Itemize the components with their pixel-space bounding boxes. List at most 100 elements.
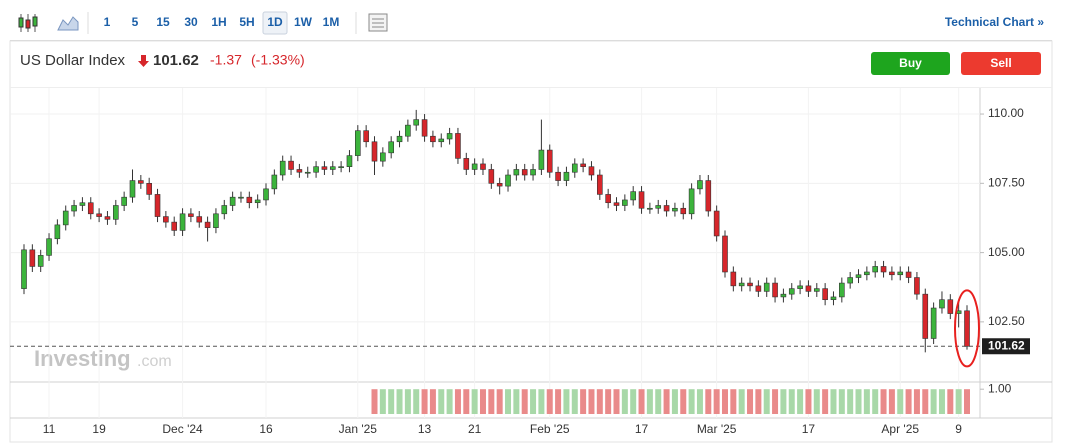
volume-bar [588,389,595,414]
volume-bar [521,389,528,414]
candle-body [62,210,69,226]
volume-bar [772,389,779,414]
volume-bar [705,389,712,414]
icon-body [25,19,31,29]
candle-body [271,174,278,190]
candle-body [288,160,294,170]
sell-label[interactable]: Sell [990,56,1011,70]
candle-body [605,194,611,204]
candle-body [154,194,161,217]
interval-button[interactable]: 1 [104,15,111,29]
volume-bar [913,389,920,414]
x-tick-label: 17 [802,422,816,436]
candle-body [413,119,420,126]
table-icon[interactable] [368,13,388,32]
candle-body [738,282,745,287]
volume-bar [838,389,845,414]
volume-bar [863,389,870,414]
candle-body [521,169,528,176]
candle-body [530,169,536,176]
volume-bar [888,389,895,414]
candle-body [680,207,687,215]
candle-body [889,271,895,276]
candle-body [805,285,812,292]
volume-bar [596,389,603,414]
technical-chart-link[interactable]: Technical Chart » [945,15,1044,29]
volume-bar [747,389,754,414]
candle-body [463,158,470,170]
candle-body [939,299,945,309]
candle-body [171,221,178,231]
volume-bar [371,389,378,414]
candle-body [713,210,720,237]
volume-bar [388,389,395,414]
x-tick-label: Feb '25 [530,422,570,436]
volume-bar [630,389,637,414]
volume-bar [621,389,628,414]
candle-body [296,169,303,173]
candle-body [188,213,194,217]
candle-body [571,163,578,173]
candle-body [496,183,503,187]
candle-body [513,169,520,176]
candle-body [905,271,912,278]
candle-body [87,202,94,215]
x-tick-label: 13 [418,422,432,436]
volume-bar [505,389,512,414]
interval-button[interactable]: 5 [132,15,139,29]
candle-body [688,188,695,215]
instrument-name: US Dollar Index [20,52,126,69]
volume-bar [638,389,645,414]
interval-button[interactable]: 1W [294,15,313,29]
candle-body [304,171,311,174]
candle-body [914,277,920,295]
area-icon[interactable] [57,16,79,31]
candle-body [213,213,219,228]
volume-bar [713,389,720,414]
volume-bar [847,389,854,414]
candle-body [638,191,645,209]
interval-button[interactable]: 1D [267,15,283,29]
icon-body [32,16,38,27]
volume-bar [580,389,587,414]
candle-body [380,152,386,162]
volume-bar [663,389,670,414]
volume-bar [797,389,804,414]
volume-bar [680,389,687,414]
last-price-tag-label: 101.62 [988,338,1025,352]
volume-bar [938,389,945,414]
volume-bar [922,389,929,414]
interval-button[interactable]: 1H [211,15,226,29]
candle-body [421,119,428,137]
candle-icon[interactable] [18,14,38,32]
volume-bar [872,389,879,414]
candle-body [446,133,453,140]
candle-body [597,174,603,195]
volume-bar [730,389,737,414]
interval-button[interactable]: 1M [323,15,340,29]
volume-bar [763,389,770,414]
candle-body [755,285,762,292]
volume-bar [947,389,954,414]
candle-body [813,288,820,292]
candle-body [538,149,545,170]
y-tick-label: 110.00 [988,106,1024,120]
price-change: -1.37 [210,52,242,68]
volume-bar [446,389,453,414]
sell-button[interactable] [961,52,1041,75]
volume-bar [646,389,653,414]
candle-body [705,180,712,212]
candle-body [54,224,61,240]
interval-button[interactable]: 5H [239,15,254,29]
candle-body [471,163,478,170]
candle-body [488,169,495,184]
interval-button[interactable]: 15 [156,15,170,29]
buy-button[interactable] [871,52,950,75]
candle-body [964,310,970,347]
buy-label[interactable]: Buy [899,56,922,70]
interval-button[interactable]: 30 [184,15,198,29]
candle-body [396,135,403,143]
candle-body [922,293,929,339]
candle-body [797,285,803,289]
